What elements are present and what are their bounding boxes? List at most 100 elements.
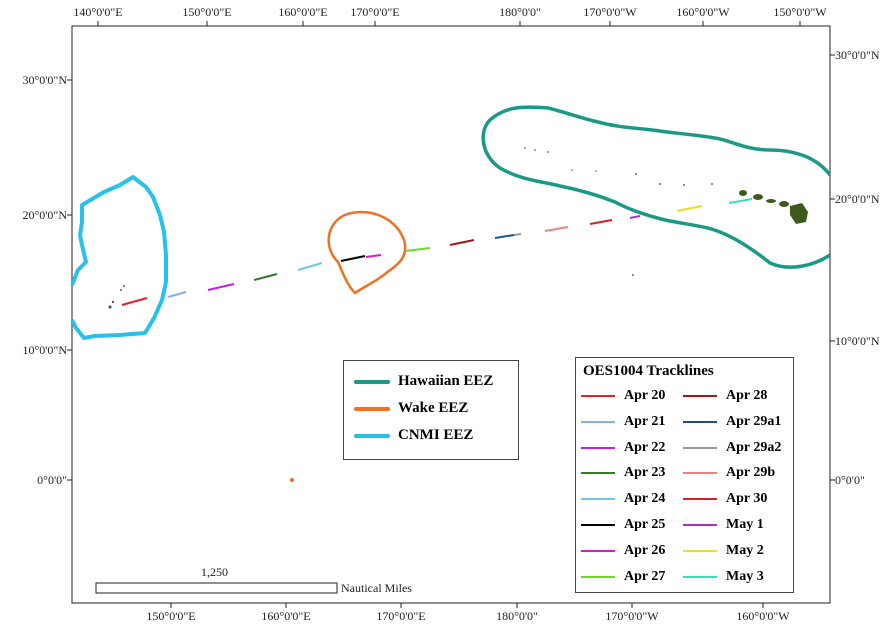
trackline-swatch <box>581 446 615 449</box>
trackline-segment <box>676 205 703 212</box>
latitude-label: 0°0'0" <box>835 473 865 487</box>
longitude-label: 150°0'0"W <box>773 5 827 19</box>
legend-label: Hawaiian EEZ <box>398 373 494 389</box>
equator-dot <box>290 478 294 482</box>
latitude-label: 0°0'0" <box>37 473 67 487</box>
trackline-swatch <box>683 498 717 501</box>
latitude-label: 10°0'0"N <box>835 334 880 348</box>
top-longitude-axis: 140°0'0"E 150°0'0"E 160°0'0"E 170°0'0"E 180°… <box>73 5 827 26</box>
longitude-label: 170°0'0"E <box>376 609 425 623</box>
trackline-legend-item: Apr 29b <box>683 465 775 481</box>
molokai-island <box>766 199 776 203</box>
nwhi-island <box>571 169 573 171</box>
nwhi-island <box>711 183 713 185</box>
kauai-island <box>739 190 747 196</box>
trackline-swatch <box>683 446 717 449</box>
nwhi-island <box>635 173 637 175</box>
trackline-legend-label: Apr 30 <box>726 491 768 507</box>
trackline-segment <box>340 255 366 262</box>
islands <box>108 147 808 482</box>
trackline-segment <box>494 234 515 239</box>
legend-label: Wake EEZ <box>398 400 469 416</box>
trackline-segment <box>253 273 278 281</box>
longitude-label: 160°0'0"E <box>261 609 310 623</box>
trackline-legend-item: Apr 23 <box>581 465 665 481</box>
trackline-swatch <box>683 524 717 526</box>
trackline-segment <box>513 233 522 236</box>
trackline-legend-label: Apr 29b <box>726 465 776 481</box>
trackline-legend-item: Apr 20 <box>581 388 665 404</box>
wake-eez-boundary <box>327 210 407 295</box>
trackline-swatch <box>683 472 717 475</box>
cnmi-island <box>120 289 122 291</box>
trackline-segment <box>121 297 148 306</box>
trackline-legend-label: Apr 29a1 <box>726 413 782 429</box>
trackline-legend-item: Apr 27 <box>581 569 665 585</box>
longitude-label: 170°0'0"W <box>583 5 637 19</box>
trackline-legend-item: Apr 29a1 <box>683 414 781 430</box>
legend-label: CNMI EEZ <box>398 427 474 443</box>
trackline-swatch <box>683 575 717 578</box>
hawaiian-eez-swatch <box>354 379 390 384</box>
longitude-label: 170°0'0"E <box>350 5 399 19</box>
trackline-legend-label: Apr 24 <box>624 491 666 507</box>
trackline-segment <box>629 215 641 219</box>
eez-legend: Hawaiian EEZ Wake EEZ CNMI EEZ <box>343 360 519 460</box>
tracklines <box>121 198 753 306</box>
nwhi-island <box>547 151 549 153</box>
trackline-legend-label: Apr 26 <box>624 542 666 558</box>
trackline-swatch <box>581 549 615 552</box>
scale-value: 1,250 <box>201 565 228 579</box>
trackline-legend-label: May 3 <box>726 568 764 584</box>
wake-eez-swatch <box>354 406 390 411</box>
trackline-legend: OES1004 Tracklines Apr 20 Apr 21 Apr 22 Apr… <box>575 357 794 593</box>
cnmi-eez-boundary <box>72 175 168 340</box>
cnmi-island <box>111 300 115 304</box>
legend-item-cnmi-eez: CNMI EEZ <box>354 427 473 444</box>
legend-item-wake-eez: Wake EEZ <box>354 400 468 417</box>
trackline-legend-item: Apr 28 <box>683 388 767 404</box>
trackline-segment <box>404 247 431 252</box>
latitude-label: 30°0'0"N <box>835 48 880 62</box>
trackline-legend-label: Apr 29a2 <box>726 439 782 455</box>
trackline-segment <box>297 262 323 271</box>
johnston-atoll <box>632 274 634 276</box>
trackline-segment <box>544 226 569 232</box>
longitude-label: 180°0'0" <box>499 5 541 19</box>
latitude-label: 10°0'0"N <box>22 343 67 357</box>
cnmi-island <box>123 285 125 287</box>
left-latitude-axis: 30°0'0"N 20°0'0"N 10°0'0"N 0°0'0" <box>22 73 72 487</box>
longitude-label: 180°0'0" <box>496 609 538 623</box>
trackline-legend-item: May 1 <box>683 517 764 533</box>
longitude-label: 160°0'0"W <box>736 609 790 623</box>
trackline-swatch <box>581 498 615 501</box>
trackline-legend-item: Apr 21 <box>581 414 665 430</box>
trackline-legend-item: Apr 25 <box>581 517 665 533</box>
scale-unit: Nautical Miles <box>341 581 412 595</box>
longitude-label: 150°0'0"E <box>182 5 231 19</box>
trackline-segment <box>365 254 382 258</box>
cnmi-island <box>108 305 112 309</box>
trackline-legend-item: May 2 <box>683 543 764 559</box>
nwhi-island <box>524 147 526 149</box>
trackline-swatch <box>581 524 615 526</box>
trackline-legend-item: May 3 <box>683 569 764 585</box>
longitude-label: 170°0'0"W <box>605 609 659 623</box>
right-latitude-axis: 30°0'0"N 20°0'0"N 10°0'0"N 0°0'0" <box>830 48 880 487</box>
trackline-legend-item: Apr 30 <box>683 491 767 507</box>
longitude-label: 160°0'0"E <box>278 5 327 19</box>
trackline-legend-label: Apr 22 <box>624 439 666 455</box>
trackline-segment <box>728 198 753 204</box>
nwhi-island <box>534 149 536 151</box>
trackline-swatch <box>581 472 615 475</box>
legend-item-hawaiian-eez: Hawaiian EEZ <box>354 373 493 390</box>
trackline-swatch <box>581 575 615 578</box>
trackline-legend-label: Apr 28 <box>726 388 768 403</box>
trackline-legend-item: Apr 22 <box>581 440 665 456</box>
trackline-legend-label: Apr 21 <box>624 413 666 429</box>
longitude-label: 150°0'0"E <box>146 609 195 623</box>
trackline-legend-title: OES1004 Tracklines <box>583 363 714 379</box>
nwhi-island <box>659 183 661 185</box>
trackline-segment <box>589 219 613 225</box>
